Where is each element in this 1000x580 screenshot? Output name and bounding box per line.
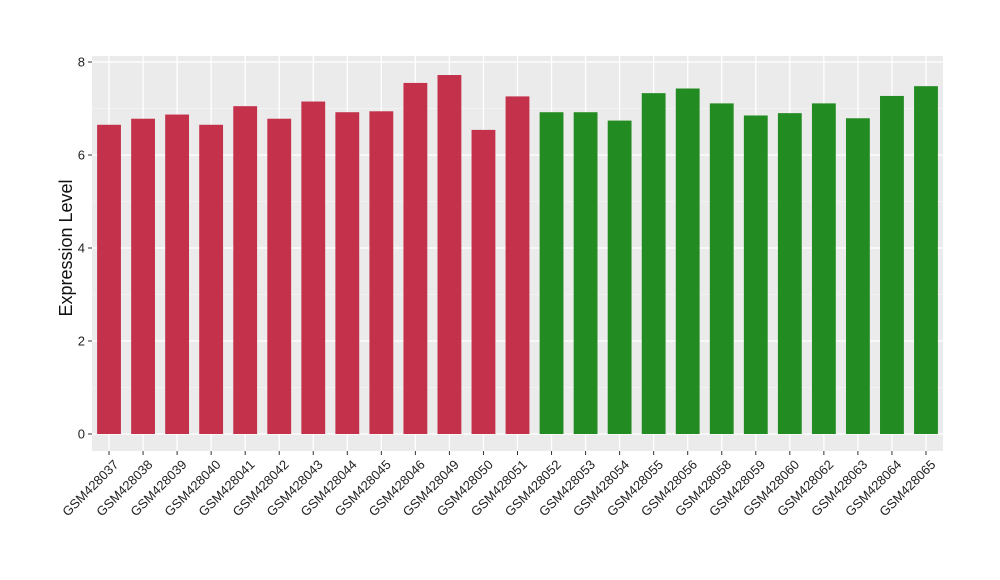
bar-GSM428045 [369, 111, 394, 434]
bar-GSM428055 [641, 93, 666, 434]
bar-GSM428054 [607, 120, 632, 434]
y-tick-label: 4 [78, 241, 85, 256]
y-tick-label: 6 [78, 148, 85, 163]
bar-GSM428041 [233, 106, 258, 435]
bar-GSM428046 [403, 82, 428, 435]
x-axis: GSM428037GSM428038GSM428039GSM428040GSM4… [59, 451, 938, 519]
y-tick-label: 0 [78, 427, 85, 442]
bar-GSM428065 [914, 86, 938, 435]
bar-GSM428056 [675, 88, 700, 434]
bar-GSM428059 [743, 115, 768, 434]
bar-GSM428039 [165, 114, 190, 435]
bar-GSM428049 [437, 75, 462, 435]
y-tick-label: 8 [78, 55, 85, 70]
y-tick-label: 2 [78, 334, 85, 349]
y-axis-title: Expression Level [56, 179, 76, 316]
bar-GSM428037 [97, 124, 121, 435]
bar-GSM428051 [505, 96, 530, 434]
bar-GSM428042 [267, 118, 292, 434]
bar-GSM428050 [471, 129, 496, 434]
y-axis: 0 2 4 6 8 [78, 55, 92, 442]
bar-GSM428060 [777, 113, 802, 435]
bar-GSM428038 [131, 118, 155, 434]
bar-GSM428053 [573, 112, 598, 434]
bar-GSM428043 [301, 101, 326, 435]
bar-GSM428052 [539, 112, 564, 434]
bar-GSM428062 [811, 103, 836, 434]
bars [97, 75, 938, 435]
bar-GSM428044 [335, 112, 360, 434]
bar-GSM428063 [845, 118, 870, 434]
bar-GSM428040 [199, 124, 224, 435]
bar-GSM428064 [880, 95, 904, 434]
bar-GSM428058 [709, 103, 734, 434]
